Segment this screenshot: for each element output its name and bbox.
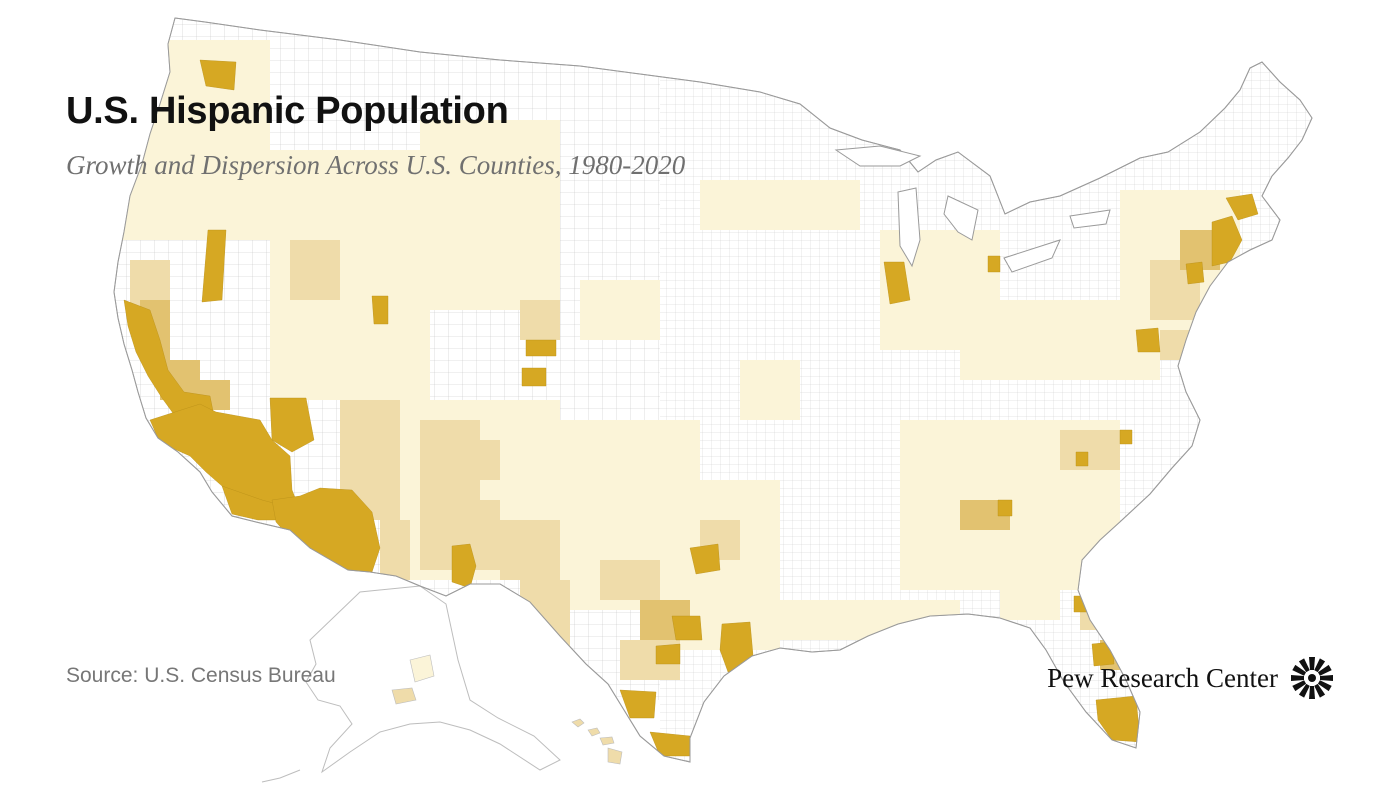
logo-text: Pew Research Center <box>1047 662 1278 693</box>
alaska-outline <box>261 585 561 783</box>
great-lakes <box>834 145 1111 273</box>
pew-sunburst-icon <box>1291 657 1333 699</box>
map-title: U.S. Hispanic Population <box>66 90 509 132</box>
hawaii-islands <box>571 718 623 765</box>
map-subtitle: Growth and Dispersion Across U.S. Counti… <box>66 150 686 180</box>
source-note: Source: U.S. Census Bureau <box>66 664 336 687</box>
highest-growth-counties <box>123 59 1259 757</box>
pew-logo: Pew Research Center <box>1047 656 1334 700</box>
